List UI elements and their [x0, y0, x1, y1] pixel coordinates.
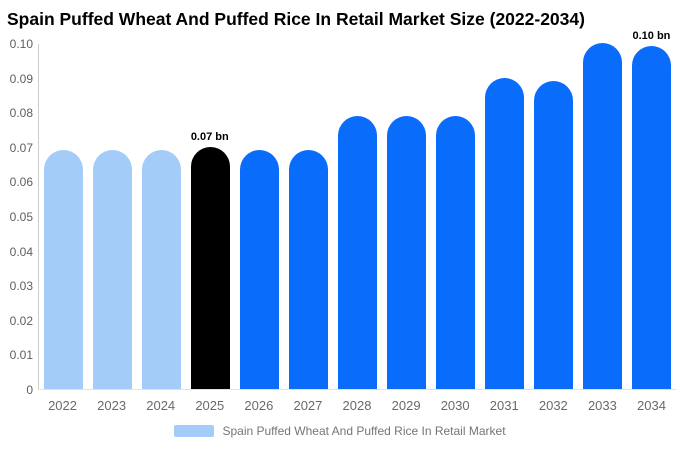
legend-label: Spain Puffed Wheat And Puffed Rice In Re… [222, 424, 506, 438]
x-tick-label: 2033 [587, 398, 617, 413]
bar-2022[interactable] [44, 150, 83, 389]
x-tick-label: 2034 [637, 398, 666, 413]
bar-2030[interactable] [436, 115, 475, 389]
bar-2025[interactable] [191, 146, 230, 389]
y-tick-label: 0.08 [9, 106, 33, 121]
legend-item[interactable]: Spain Puffed Wheat And Puffed Rice In Re… [174, 424, 506, 438]
y-tick-label: 0.04 [9, 244, 33, 259]
x-tick-label: 2024 [146, 398, 176, 413]
bar-2031[interactable] [485, 77, 524, 389]
x-axis-labels: 2022 2023 2024 2025 2026 2027 2028 2029 2030 2031… [38, 398, 676, 413]
bar-2024[interactable] [142, 150, 181, 389]
bar-2026[interactable] [240, 150, 279, 389]
y-tick-label: 0.06 [9, 175, 33, 190]
x-tick-label: 2029 [391, 398, 421, 413]
x-tick-label: 2031 [489, 398, 519, 413]
bar-2034[interactable] [632, 46, 671, 389]
y-tick-label: 0.03 [9, 279, 33, 294]
bar-2029[interactable] [387, 115, 426, 389]
y-tick-label: 0.05 [9, 210, 33, 224]
x-tick-label: 2023 [97, 398, 127, 413]
x-tick-label: 2030 [440, 398, 470, 413]
x-tick-label: 2028 [342, 398, 372, 413]
plot-area [38, 43, 676, 390]
y-tick-label: 0.02 [9, 313, 33, 328]
x-tick-label: 2026 [244, 398, 274, 413]
x-tick-label: 2032 [538, 398, 568, 413]
bars-container [39, 43, 676, 389]
y-tick-label: 0.10 [9, 37, 33, 51]
legend-swatch-icon [174, 425, 215, 437]
y-tick-label: 0.01 [9, 348, 33, 363]
x-tick-label: 2025 [195, 398, 225, 413]
x-tick-label: 2027 [293, 398, 323, 413]
bar-2033[interactable] [583, 43, 622, 389]
x-tick-label: 2022 [48, 398, 77, 413]
y-tick-label: 0 [26, 383, 33, 397]
bar-2027[interactable] [289, 150, 328, 389]
data-label: 0.10 bn [632, 30, 671, 43]
y-tick-label: 0.09 [9, 71, 33, 86]
legend: Spain Puffed Wheat And Puffed Rice In Re… [0, 424, 680, 438]
data-label: 0.07 bn [190, 130, 229, 143]
bar-2032[interactable] [534, 81, 573, 389]
y-tick-label: 0.07 [9, 140, 33, 155]
chart-title: Spain Puffed Wheat And Puffed Rice In Re… [7, 9, 585, 29]
bar-2023[interactable] [93, 150, 132, 389]
bar-2028[interactable] [338, 115, 377, 389]
